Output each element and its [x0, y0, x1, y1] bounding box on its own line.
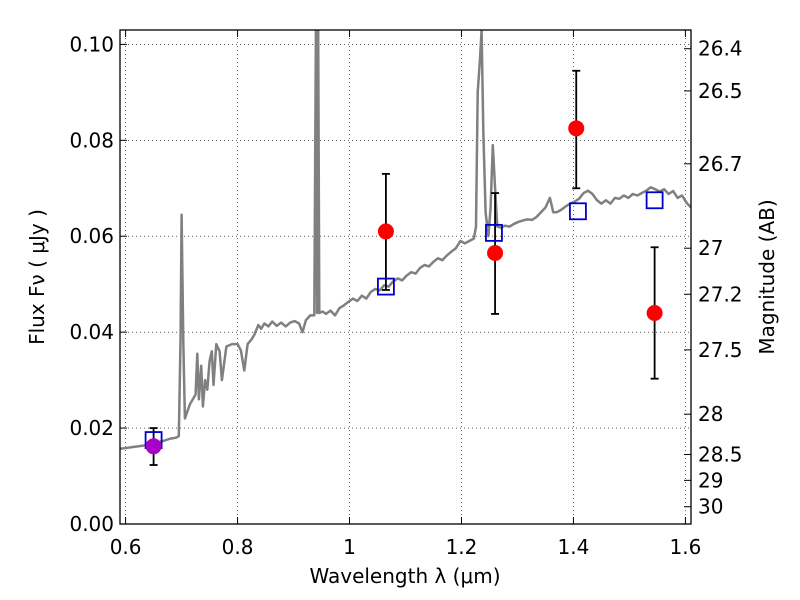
y-tick-label: 0.02	[69, 416, 114, 440]
x-tick-label: 1.2	[446, 535, 478, 559]
observed-highlight-point	[145, 438, 162, 455]
x-tick-label: 0.6	[110, 535, 142, 559]
observed-point	[568, 120, 585, 137]
observed-markers	[145, 120, 663, 455]
y-tick-label: 0.00	[69, 512, 114, 536]
y2-tick-label: 28.5	[698, 442, 743, 466]
model-photometry-square	[569, 202, 587, 221]
model-photometry-square	[485, 223, 503, 242]
y2-tick-label: 26.4	[698, 37, 743, 61]
y2-tick-label: 27.5	[698, 338, 743, 362]
x-tick-label: 1.6	[669, 535, 701, 559]
x-tick-label: 0.8	[222, 535, 254, 559]
y2-axis-label: Magnitude (AB)	[755, 199, 779, 354]
y2-tick-label: 28	[698, 402, 723, 426]
observed-point	[646, 304, 663, 321]
y-axis-label: Flux Fν ( μJy )	[25, 209, 49, 345]
y2-tick-label: 27	[698, 236, 723, 260]
model-photometry-square	[377, 277, 395, 296]
y-tick-label: 0.10	[69, 32, 114, 56]
axis-ticks: 0.6 0.8 1 1.2 1.4 1.6 0.00 0.02 0.04 0.06 0.08 0.10…	[69, 30, 743, 559]
x-tick-label: 1.4	[558, 535, 590, 559]
model-spectrum-line	[120, 30, 691, 450]
y-tick-label: 0.04	[69, 320, 114, 344]
y2-tick-label: 29	[698, 468, 723, 492]
plot-frame	[119, 29, 692, 525]
observed-point	[487, 245, 504, 262]
y2-tick-label: 26.5	[698, 79, 743, 103]
y-tick-label: 0.08	[69, 128, 114, 152]
model-photometry-square	[645, 191, 664, 210]
y2-tick-label: 27.2	[698, 282, 743, 306]
x-tick-label: 1	[343, 535, 356, 559]
x-axis-label: Wavelength λ (μm)	[309, 564, 500, 588]
observed-point	[377, 223, 394, 240]
y-tick-label: 0.06	[69, 224, 114, 248]
y2-tick-label: 30	[698, 495, 723, 519]
model-spectrum-layer	[120, 30, 691, 450]
y2-tick-label: 26.7	[698, 152, 743, 176]
